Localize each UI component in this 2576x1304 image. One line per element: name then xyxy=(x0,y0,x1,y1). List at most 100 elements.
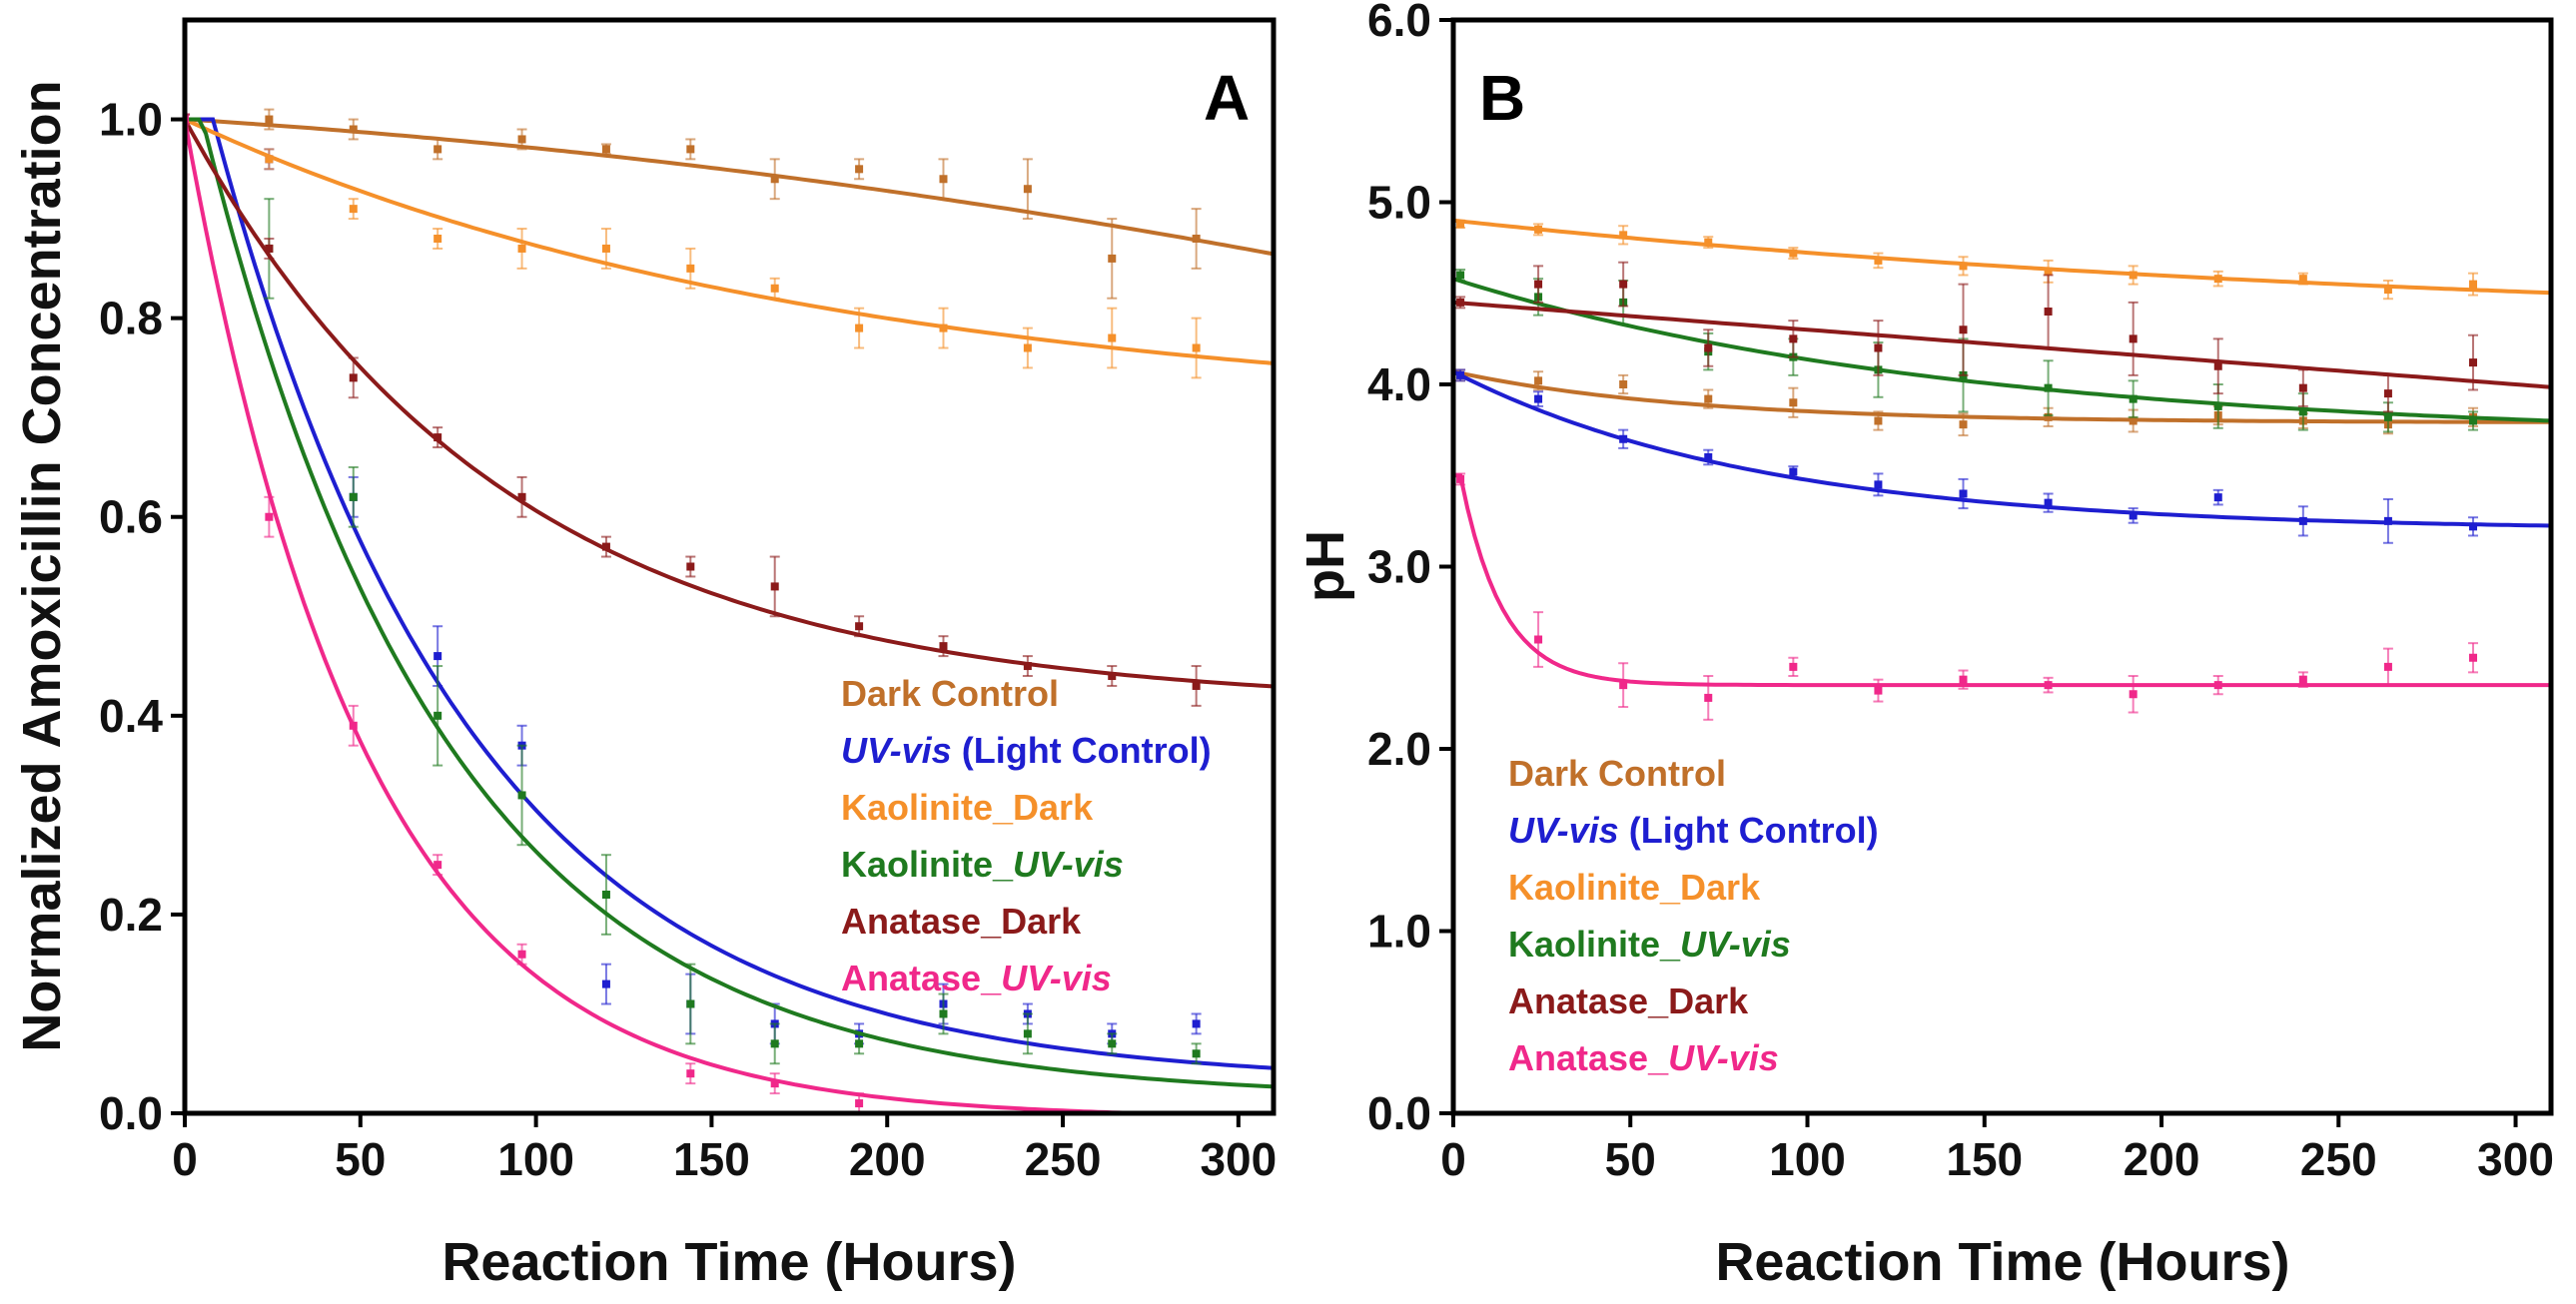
data-point xyxy=(1619,380,1628,388)
data-point xyxy=(2469,358,2478,367)
data-point xyxy=(2383,662,2392,671)
data-point xyxy=(1789,398,1798,407)
data-point xyxy=(1456,474,1465,483)
data-point xyxy=(1456,298,1465,307)
fit-curve xyxy=(185,117,1274,365)
data-point xyxy=(517,135,526,144)
series-a-2 xyxy=(185,113,1274,379)
data-point xyxy=(2129,394,2138,403)
x-tick-label: 100 xyxy=(497,1133,574,1185)
data-point xyxy=(1704,238,1713,247)
panel-a: 0 50 100 150 200 250 300 0.0 0.2 0.4 0.6 0.8 1.0 A R… xyxy=(12,17,1277,1292)
y-tick-label: 0.0 xyxy=(99,1087,163,1139)
data-point xyxy=(939,175,948,184)
data-point xyxy=(1619,434,1628,443)
data-point xyxy=(433,145,442,154)
data-point xyxy=(1534,280,1543,289)
legend-entry: Anatase_UV-vis xyxy=(1508,1037,1779,1078)
legend-entry: Kaolinite_UV-vis xyxy=(1508,924,1791,965)
fit-curve xyxy=(1453,473,2551,688)
series-a-0 xyxy=(185,108,1274,300)
data-point xyxy=(2129,416,2138,425)
panel-b-legend: Dark Control UV-vis (Light Control) Kaolin… xyxy=(1508,753,1879,1078)
data-point xyxy=(1959,489,1968,498)
data-point xyxy=(1456,271,1465,280)
data-point xyxy=(2469,416,2478,425)
y-tick-label: 0.6 xyxy=(99,491,163,543)
fit-curve xyxy=(1453,277,2551,423)
data-point xyxy=(770,582,779,591)
x-tick-label: 300 xyxy=(2477,1133,2554,1185)
y-tick-label: 0.0 xyxy=(1367,1087,1431,1139)
data-point xyxy=(939,642,948,651)
data-point xyxy=(349,721,358,730)
data-point xyxy=(1874,256,1883,265)
data-point xyxy=(2044,267,2053,276)
data-point xyxy=(1789,467,1798,476)
data-point xyxy=(433,861,442,870)
series-a-4 xyxy=(185,113,1274,707)
data-point xyxy=(2469,280,2478,289)
data-point xyxy=(517,791,526,800)
data-point xyxy=(433,433,442,442)
data-point xyxy=(686,264,695,273)
data-point xyxy=(1959,262,1968,271)
data-point xyxy=(1959,326,1968,334)
data-point xyxy=(2469,653,2478,662)
data-point xyxy=(2383,516,2392,525)
fit-curve xyxy=(1453,218,2551,296)
data-point xyxy=(939,324,948,332)
x-tick-label: 0 xyxy=(172,1133,198,1185)
data-point xyxy=(2129,511,2138,520)
data-point xyxy=(1023,185,1032,194)
data-point xyxy=(1704,693,1713,702)
data-point xyxy=(2044,412,2053,421)
data-point xyxy=(1534,376,1543,385)
x-tick-label: 150 xyxy=(1946,1133,2023,1185)
data-point xyxy=(2129,271,2138,280)
data-point xyxy=(1192,1049,1201,1058)
y-tick-label: 3.0 xyxy=(1367,541,1431,593)
series-b-4 xyxy=(1453,261,2551,413)
data-point xyxy=(2213,681,2222,690)
legend-entry: Anatase_Dark xyxy=(841,901,1082,942)
data-point xyxy=(1192,681,1201,690)
fit-curve xyxy=(185,117,1274,1089)
data-point xyxy=(1789,662,1798,671)
data-point xyxy=(601,542,610,551)
data-point xyxy=(686,999,695,1008)
data-point xyxy=(2383,286,2392,295)
data-point xyxy=(1108,254,1117,263)
data-point xyxy=(349,125,358,134)
data-point xyxy=(2213,493,2222,502)
series-a-3 xyxy=(185,113,1274,1089)
data-point xyxy=(686,1069,695,1078)
panel-b: 0 50 100 150 200 250 3000.01.02.03.04.05.06.0 … xyxy=(1295,0,2554,1292)
data-point xyxy=(939,1009,948,1018)
data-point xyxy=(517,492,526,501)
data-point xyxy=(2044,383,2053,392)
data-point xyxy=(265,115,274,124)
data-point xyxy=(1456,370,1465,379)
data-point xyxy=(2213,361,2222,370)
y-tick-label: 1.0 xyxy=(1367,906,1431,958)
fit-curve xyxy=(185,118,1274,689)
data-point xyxy=(1874,343,1883,352)
panel-a-x-axis-title: Reaction Time (Hours) xyxy=(441,1232,1016,1292)
series-b-5 xyxy=(1453,472,2551,721)
data-point xyxy=(1534,394,1543,403)
data-point xyxy=(1108,672,1117,680)
data-point xyxy=(1023,343,1032,352)
data-point xyxy=(1534,225,1543,234)
data-point xyxy=(433,711,442,720)
y-tick-label: 0.4 xyxy=(99,690,163,742)
legend-entry: Dark Control xyxy=(841,673,1059,714)
data-point xyxy=(2044,498,2053,507)
data-point xyxy=(2383,412,2392,421)
data-point xyxy=(1704,394,1713,403)
data-point xyxy=(601,891,610,899)
y-tick-label: 2.0 xyxy=(1367,723,1431,775)
data-point xyxy=(770,284,779,293)
data-point xyxy=(1874,686,1883,695)
data-point xyxy=(517,244,526,253)
